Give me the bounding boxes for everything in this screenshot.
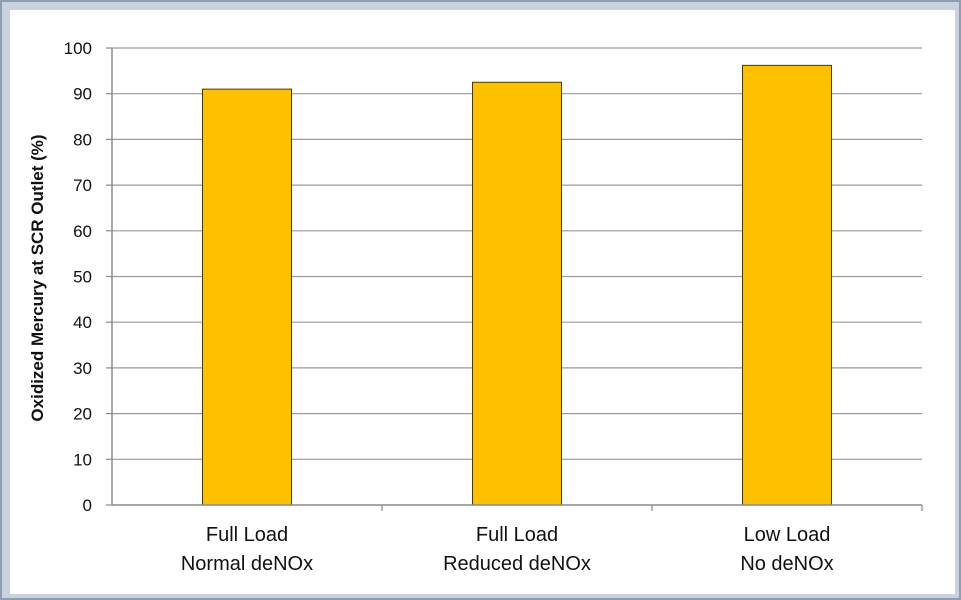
y-tick-labels: 0 10 20 30 40 50 60 70 80 90 100 bbox=[64, 39, 92, 515]
y-tick-label: 80 bbox=[73, 130, 92, 149]
y-axis-title: Oxidized Mercury at SCR Outlet (%) bbox=[28, 134, 47, 421]
y-tick-label: 30 bbox=[73, 359, 92, 378]
bar-3 bbox=[742, 64, 832, 506]
x-category-label: Normal deNOx bbox=[181, 553, 313, 575]
y-tick-label: 0 bbox=[83, 496, 92, 515]
y-tick-label: 20 bbox=[73, 405, 92, 424]
y-tick-label: 70 bbox=[73, 176, 92, 195]
y-tick-label: 90 bbox=[73, 85, 92, 104]
y-tick-label: 40 bbox=[73, 313, 92, 332]
bar-1 bbox=[202, 88, 292, 506]
x-category-label: No deNOx bbox=[740, 553, 833, 575]
y-tick-label: 10 bbox=[73, 450, 92, 469]
axes bbox=[106, 47, 923, 511]
y-tick-label: 100 bbox=[64, 39, 92, 58]
bars bbox=[202, 64, 832, 506]
bar-2 bbox=[472, 81, 562, 506]
x-category-labels: Full Load Normal deNOx Full Load Reduced de… bbox=[181, 524, 834, 575]
y-tick-label: 50 bbox=[73, 268, 92, 287]
x-category-label: Full Load bbox=[206, 524, 288, 546]
x-category-label: Reduced deNOx bbox=[443, 553, 591, 575]
x-category-label: Low Load bbox=[744, 524, 831, 546]
y-tick-label: 60 bbox=[73, 222, 92, 241]
x-category-label: Full Load bbox=[476, 524, 558, 546]
